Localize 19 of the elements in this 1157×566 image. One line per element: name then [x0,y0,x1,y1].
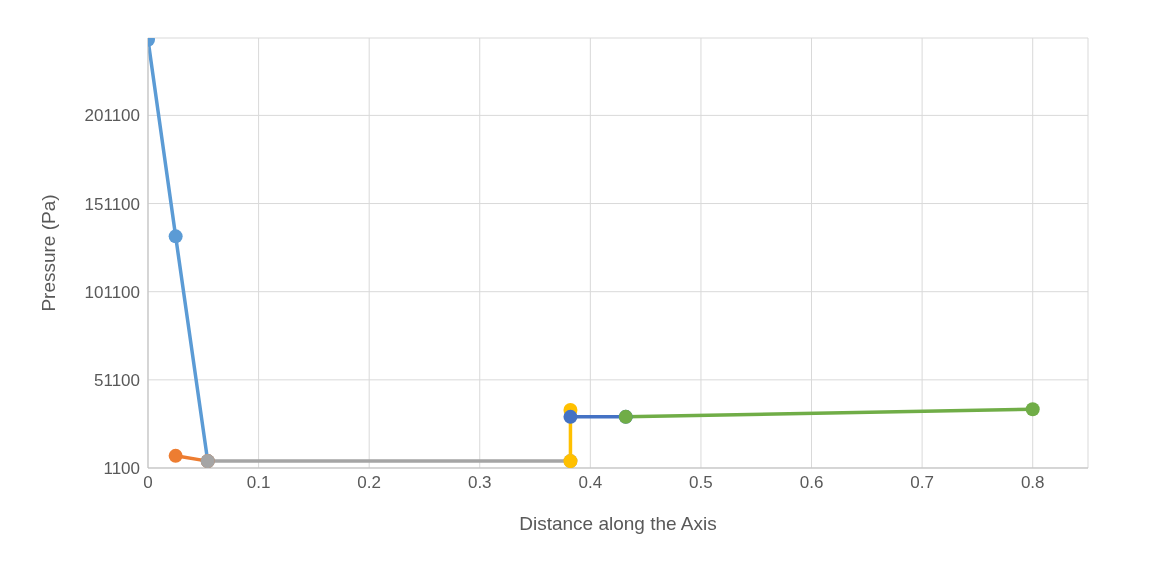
x-axis-title: Distance along the Axis [519,513,717,534]
x-tick-label: 0.3 [467,473,492,493]
y-tick-label: 51100 [93,370,140,390]
x-tick-label: 0.7 [910,473,934,493]
y-tick-label: 201100 [84,106,140,126]
y-axis-title: Pressure (Pa) [37,194,59,312]
x-tick-label: 0.8 [1020,473,1045,493]
y-tick-label: 1100 [103,459,140,479]
x-tick-label: 0.6 [799,473,824,493]
x-tick-label: 0.1 [246,473,271,493]
y-tick-label: 101100 [84,282,140,302]
point [168,448,183,463]
point [1025,402,1040,417]
x-tick-label: 0.4 [578,473,603,493]
y-tick-label: 151100 [84,194,140,214]
x-tick-label: 0 [143,473,153,493]
x-tick-label: 0.2 [357,473,381,493]
point [563,409,578,424]
x-tick-label: 0.5 [689,473,713,493]
